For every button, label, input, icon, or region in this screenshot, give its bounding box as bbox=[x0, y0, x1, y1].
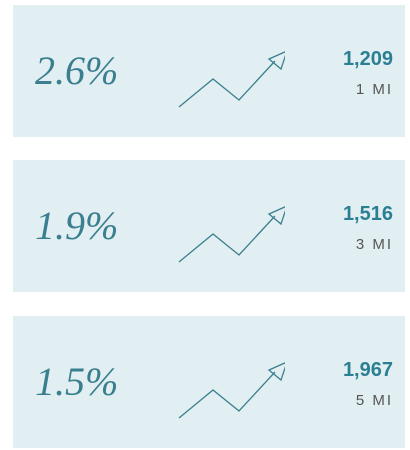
count: 1,967 bbox=[342, 359, 393, 381]
stat-card: 2.6% 1,209 1 MI bbox=[13, 5, 405, 137]
percent: 2.6% bbox=[35, 48, 119, 93]
percent: 1.9% bbox=[35, 203, 119, 248]
trend-icon bbox=[178, 51, 285, 108]
trend-line bbox=[178, 215, 276, 263]
radius: 1 MI bbox=[355, 81, 393, 98]
count: 1,209 bbox=[342, 48, 393, 70]
trend-icon bbox=[178, 206, 285, 263]
percent: 1.5% bbox=[35, 359, 119, 404]
arrow-head bbox=[267, 362, 285, 382]
radius: 3 MI bbox=[355, 236, 393, 253]
trend-line bbox=[178, 371, 276, 419]
trend-icon bbox=[178, 362, 285, 419]
stat-card: 1.5% 1,967 5 MI bbox=[13, 316, 405, 448]
radius: 5 MI bbox=[355, 392, 393, 409]
trend-line bbox=[178, 60, 276, 108]
arrow-head bbox=[267, 51, 285, 71]
count: 1,516 bbox=[342, 203, 393, 225]
arrow-head bbox=[267, 206, 285, 226]
stat-card: 1.9% 1,516 3 MI bbox=[13, 160, 405, 292]
